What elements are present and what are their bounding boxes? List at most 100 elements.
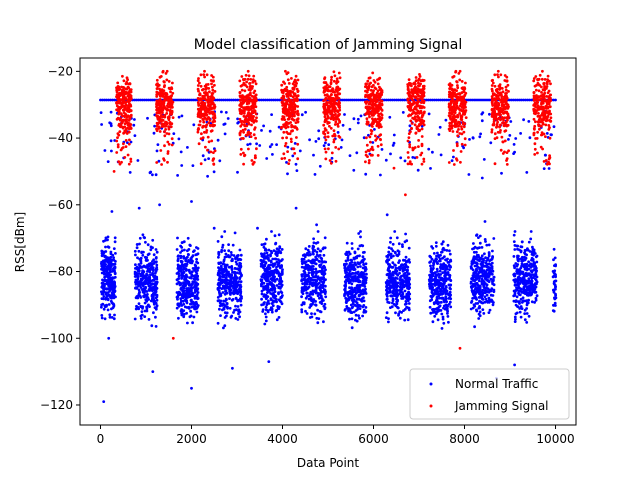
normal-traffic-point <box>344 252 348 256</box>
jamming-signal-point <box>246 69 250 73</box>
normal-traffic-point <box>516 256 519 260</box>
normal-traffic-point <box>351 294 354 297</box>
normal-traffic-point <box>438 125 442 129</box>
normal-traffic-point <box>347 298 351 302</box>
normal-traffic-point <box>183 248 186 252</box>
normal-traffic-point <box>223 249 227 253</box>
normal-traffic-point <box>148 279 152 283</box>
normal-traffic-point <box>387 317 390 320</box>
normal-traffic-point <box>525 301 529 305</box>
normal-traffic-point <box>194 282 197 286</box>
normal-traffic-point <box>379 173 382 177</box>
normal-traffic-point <box>179 297 183 300</box>
normal-traffic-point <box>312 281 316 285</box>
normal-traffic-point <box>364 172 368 176</box>
jamming-signal-point <box>207 117 211 120</box>
normal-traffic-point <box>480 254 484 258</box>
jamming-signal-point <box>123 106 126 110</box>
normal-traffic-point <box>102 286 106 289</box>
normal-traffic-point <box>355 151 359 155</box>
jamming-signal-point <box>203 101 207 105</box>
jamming-signal-point <box>213 105 216 108</box>
jamming-signal-point <box>124 139 128 142</box>
normal-traffic-point <box>207 157 211 161</box>
normal-traffic-point <box>391 261 395 265</box>
normal-traffic-point <box>345 291 349 295</box>
jamming-signal-point <box>169 125 173 129</box>
normal-traffic-point <box>278 281 282 285</box>
normal-traffic-point <box>260 282 264 286</box>
normal-traffic-point <box>154 173 158 177</box>
normal-traffic-point <box>487 311 491 314</box>
normal-traffic-point <box>323 289 326 293</box>
jamming-signal-point <box>156 122 160 125</box>
normal-traffic-point <box>262 273 266 277</box>
normal-traffic-point <box>387 301 391 304</box>
normal-traffic-point <box>303 253 306 256</box>
normal-traffic-point <box>364 266 368 269</box>
normal-traffic-point <box>371 141 375 144</box>
jamming-signal-point <box>122 131 125 135</box>
jamming-signal-point <box>121 96 125 100</box>
normal-traffic-point <box>512 143 516 146</box>
normal-traffic-point <box>112 276 115 280</box>
normal-traffic-point <box>480 262 483 266</box>
normal-traffic-point <box>217 255 220 259</box>
normal-traffic-point <box>277 292 280 296</box>
normal-traffic-point <box>155 281 159 285</box>
normal-traffic-point <box>473 290 476 294</box>
jamming-signal-point <box>161 108 165 112</box>
normal-traffic-point <box>446 257 449 261</box>
normal-traffic-point <box>227 249 231 253</box>
normal-traffic-point <box>482 270 486 273</box>
jamming-signal-point <box>155 101 159 105</box>
normal-traffic-point <box>286 172 289 176</box>
normal-traffic-point <box>271 153 274 156</box>
jamming-signal-point <box>161 91 165 95</box>
normal-traffic-point <box>275 265 278 269</box>
normal-traffic-point <box>218 301 222 305</box>
normal-traffic-point <box>221 262 225 266</box>
normal-traffic-point <box>446 273 450 276</box>
normal-traffic-point <box>481 288 485 292</box>
normal-traffic-point <box>183 280 187 284</box>
normal-traffic-point <box>307 259 310 262</box>
normal-traffic-point <box>512 240 516 244</box>
normal-traffic-point <box>195 257 199 261</box>
jamming-signal-point <box>198 93 202 97</box>
normal-traffic-point <box>112 256 115 260</box>
normal-traffic-point <box>478 270 482 274</box>
normal-traffic-point <box>196 247 200 250</box>
jamming-signal-point <box>207 121 211 125</box>
normal-traffic-point <box>270 230 273 233</box>
normal-traffic-point <box>365 272 368 276</box>
normal-traffic-point <box>526 291 530 295</box>
normal-traffic-point <box>392 141 396 145</box>
normal-traffic-point <box>386 280 389 284</box>
normal-traffic-point <box>513 290 517 294</box>
normal-traffic-point <box>110 316 114 319</box>
normal-traffic-point <box>474 302 478 305</box>
jamming-signal-point <box>208 105 212 109</box>
normal-traffic-point <box>142 294 146 298</box>
normal-traffic-point <box>106 235 110 239</box>
normal-traffic-point <box>177 304 181 308</box>
normal-traffic-point <box>151 289 154 293</box>
normal-traffic-point <box>233 308 236 312</box>
normal-traffic-point <box>188 283 192 287</box>
normal-traffic-point <box>432 252 436 255</box>
normal-traffic-point <box>522 276 526 280</box>
normal-traffic-point <box>513 293 517 297</box>
normal-traffic-point <box>395 283 399 286</box>
normal-traffic-point <box>109 296 113 300</box>
normal-traffic-point <box>113 236 117 240</box>
normal-traffic-point <box>304 247 308 251</box>
normal-traffic-point <box>134 280 137 284</box>
normal-traffic-point <box>483 252 486 256</box>
normal-traffic-point <box>281 294 284 297</box>
normal-traffic-point <box>478 299 481 303</box>
normal-traffic-point <box>525 171 529 174</box>
normal-traffic-point <box>236 121 240 125</box>
normal-traffic-point <box>346 268 350 271</box>
normal-traffic-point <box>145 305 149 309</box>
